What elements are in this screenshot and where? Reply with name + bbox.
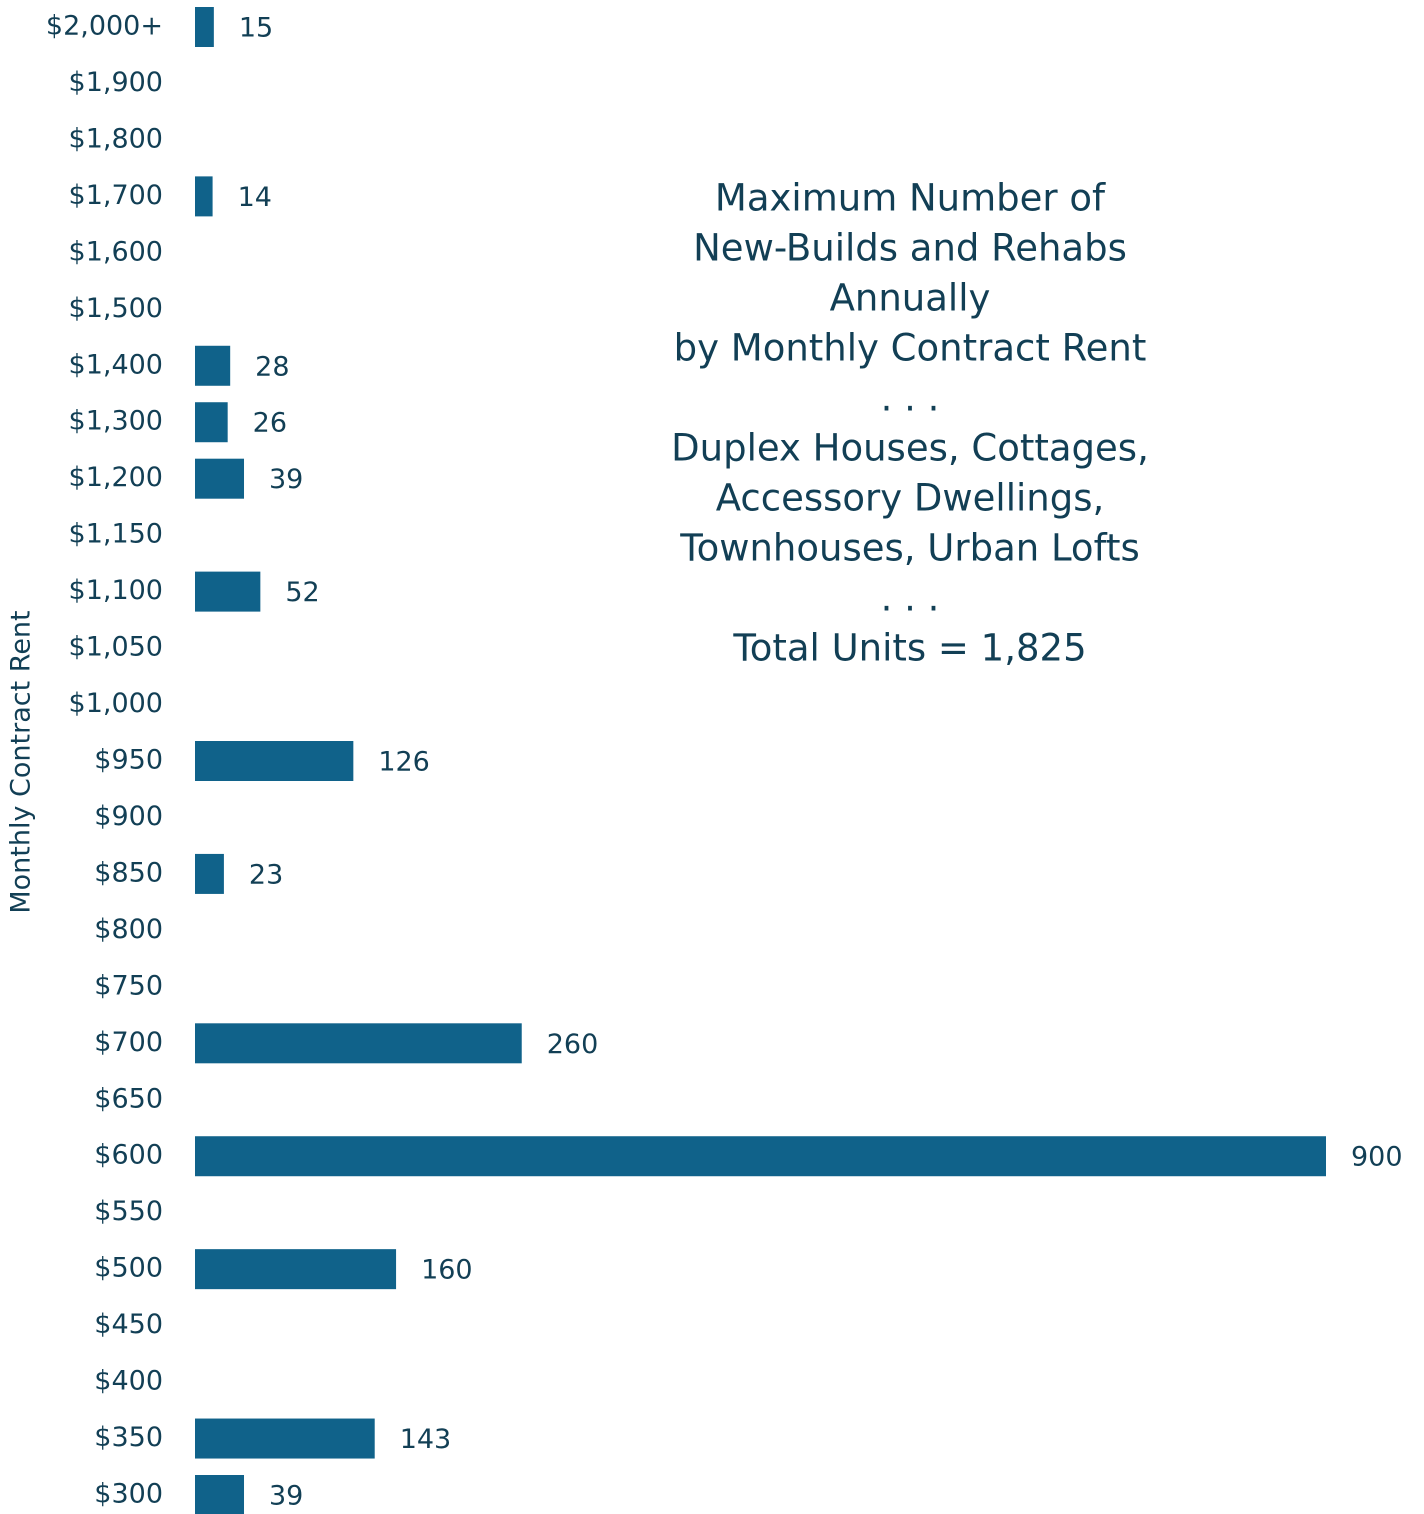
y-tick-label: $300 bbox=[94, 1479, 163, 1510]
y-tick-label: $1,500 bbox=[69, 293, 163, 324]
y-tick-label: $400 bbox=[94, 1366, 163, 1397]
bar bbox=[195, 1249, 397, 1290]
y-tick-label: $1,100 bbox=[69, 575, 163, 606]
bar bbox=[195, 853, 224, 894]
bar bbox=[195, 1418, 375, 1459]
y-tick-label: $1,200 bbox=[69, 462, 163, 493]
y-tick-label: $1,600 bbox=[69, 236, 163, 267]
data-label: 260 bbox=[547, 1029, 599, 1060]
data-label: 126 bbox=[378, 747, 430, 778]
y-tick-label: $700 bbox=[94, 1027, 163, 1058]
chart-title-line: . . . bbox=[881, 577, 940, 620]
y-tick-label: $1,400 bbox=[69, 349, 163, 380]
data-label: 26 bbox=[253, 408, 287, 439]
data-label: 143 bbox=[400, 1424, 452, 1455]
chart-title-line: Duplex Houses, Cottages, bbox=[671, 427, 1149, 470]
y-tick-label: $900 bbox=[94, 801, 163, 832]
bar bbox=[195, 458, 245, 499]
y-tick-label: $1,150 bbox=[69, 519, 163, 550]
y-tick-label: $350 bbox=[94, 1422, 163, 1453]
data-label: 28 bbox=[255, 351, 289, 382]
bar bbox=[195, 1475, 245, 1514]
y-tick-label: $650 bbox=[94, 1083, 163, 1114]
bar bbox=[195, 345, 231, 386]
y-tick-label: $950 bbox=[94, 745, 163, 776]
bar bbox=[195, 176, 213, 217]
y-axis-label: Monthly Contract Rent bbox=[6, 610, 37, 913]
y-tick-label: $750 bbox=[94, 970, 163, 1001]
data-label: 15 bbox=[239, 13, 273, 44]
y-tick-label: $500 bbox=[94, 1253, 163, 1284]
data-label: 160 bbox=[421, 1255, 473, 1286]
data-label: 23 bbox=[249, 859, 283, 890]
y-tick-label: $1,800 bbox=[69, 123, 163, 154]
y-tick-label: $2,000+ bbox=[46, 11, 163, 42]
bar bbox=[195, 1136, 1326, 1177]
bar bbox=[195, 1023, 522, 1064]
data-label: 39 bbox=[269, 464, 303, 495]
data-label: 39 bbox=[269, 1481, 303, 1512]
y-tick-label: $1,000 bbox=[69, 688, 163, 719]
data-label: 900 bbox=[1351, 1142, 1403, 1173]
chart-title-line: Maximum Number of bbox=[715, 177, 1106, 220]
y-tick-label: $1,300 bbox=[69, 406, 163, 437]
data-label: 14 bbox=[238, 182, 272, 213]
y-tick-label: $850 bbox=[94, 857, 163, 888]
chart-title-line: Accessory Dwellings, bbox=[716, 477, 1105, 520]
y-tick-label: $450 bbox=[94, 1309, 163, 1340]
bar bbox=[195, 741, 354, 781]
chart-title-line: Total Units = 1,825 bbox=[732, 627, 1086, 670]
y-tick-label: $1,900 bbox=[69, 67, 163, 98]
bar bbox=[195, 402, 228, 443]
y-tick-label: $1,700 bbox=[69, 180, 163, 211]
bar bbox=[195, 7, 214, 47]
chart-title-line: New-Builds and Rehabs bbox=[693, 227, 1127, 270]
data-label: 52 bbox=[285, 577, 319, 608]
chart-title-line: by Monthly Contract Rent bbox=[674, 327, 1147, 370]
chart-title-line: . . . bbox=[881, 377, 940, 420]
y-tick-label: $600 bbox=[94, 1140, 163, 1171]
bar bbox=[195, 571, 261, 612]
y-tick-label: $800 bbox=[94, 914, 163, 945]
y-tick-label: $550 bbox=[94, 1196, 163, 1227]
chart-title-line: Annually bbox=[830, 277, 991, 320]
chart-title-line: Townhouses, Urban Lofts bbox=[679, 527, 1139, 570]
y-tick-label: $1,050 bbox=[69, 632, 163, 663]
